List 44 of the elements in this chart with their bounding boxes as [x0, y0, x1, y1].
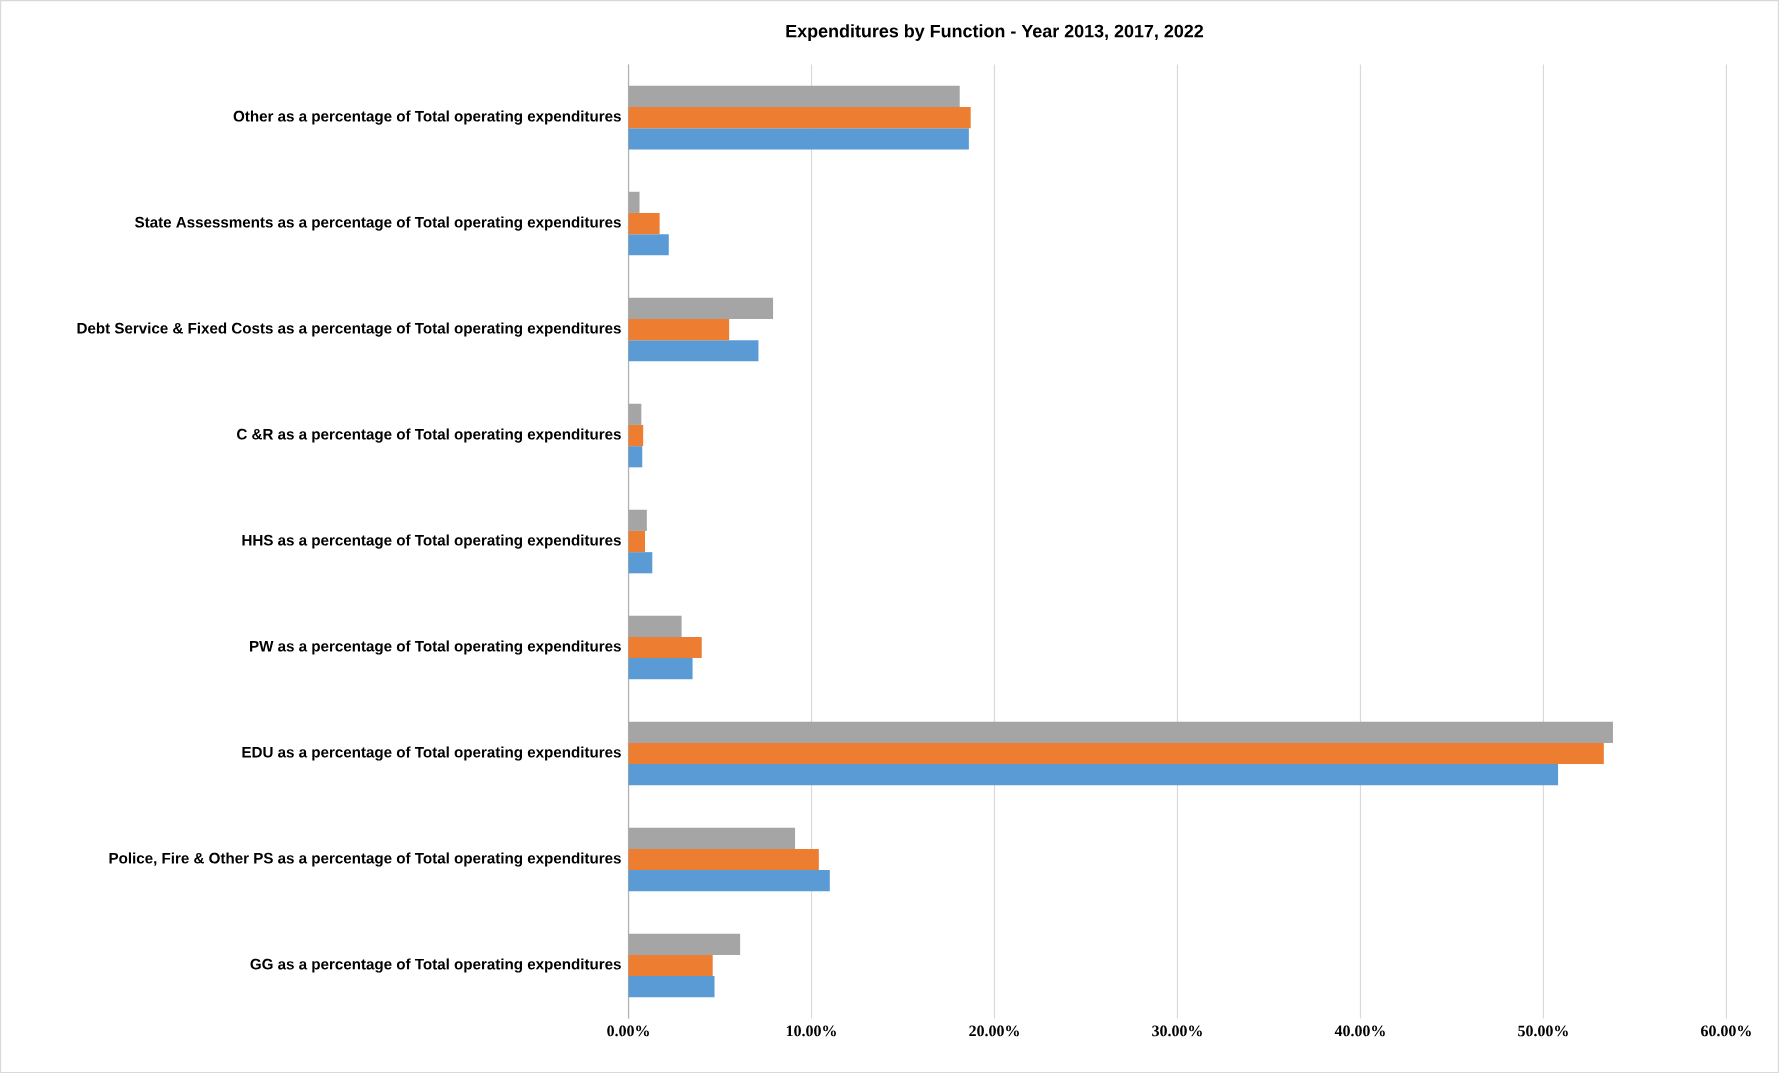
bar	[628, 191, 640, 213]
x-tick-label: 20.00%	[969, 1025, 1019, 1037]
x-tick-label: 30.00%	[1152, 1025, 1202, 1037]
bar	[628, 976, 715, 998]
y-tick-label: GG as a percentage of Total operating expenditures	[250, 958, 621, 973]
bar	[628, 870, 830, 892]
bar	[628, 318, 730, 341]
bar	[628, 658, 693, 680]
bar	[628, 530, 645, 553]
bar	[628, 721, 1613, 743]
bar	[628, 848, 819, 871]
x-tick-label: 40.00%	[1334, 1025, 1385, 1037]
y-tick-label: EDU as a percentage of Total operating expenditures	[242, 746, 621, 761]
bar	[628, 446, 643, 468]
y-tick-label: C &R as a percentage of Total operating expenditures	[237, 428, 621, 443]
bar	[628, 340, 759, 362]
bar	[628, 234, 669, 256]
bar	[628, 552, 653, 574]
bar	[628, 424, 644, 447]
y-tick-label: HHS as a percentage of Total operating expenditures	[242, 534, 621, 549]
bar	[628, 933, 741, 955]
bar	[628, 106, 971, 129]
bar	[628, 403, 642, 425]
y-tick-label: PW as a percentage of Total operating expenditures	[250, 640, 621, 655]
chart-title: Expenditures by Function - Year 2013, 2017, 2022	[786, 24, 1204, 41]
bar	[628, 509, 647, 531]
bar	[628, 764, 1559, 786]
y-tick-label: State Assessments as a percentage of Total operating expenditures	[135, 216, 621, 231]
bar	[628, 742, 1604, 765]
x-tick-label: 10.00%	[786, 1025, 836, 1037]
y-tick-label: Other as a percentage of Total operating expenditures	[233, 110, 621, 125]
bar	[628, 128, 969, 150]
x-tick-label: 0.00%	[607, 1025, 649, 1037]
bar	[628, 85, 960, 107]
bar	[628, 212, 660, 235]
bar	[628, 615, 682, 637]
y-tick-label: Debt Service & Fixed Costs as a percentage of Total operating expenditures	[77, 322, 621, 337]
bar	[628, 636, 702, 659]
bar	[628, 827, 796, 849]
y-tick-label: Police, Fire & Other PS as a percentage of Total operating expenditures	[109, 852, 621, 867]
x-tick-label: 50.00%	[1518, 1025, 1568, 1037]
bar	[628, 297, 774, 319]
bar	[628, 954, 713, 977]
x-tick-label: 60.00%	[1701, 1025, 1751, 1037]
